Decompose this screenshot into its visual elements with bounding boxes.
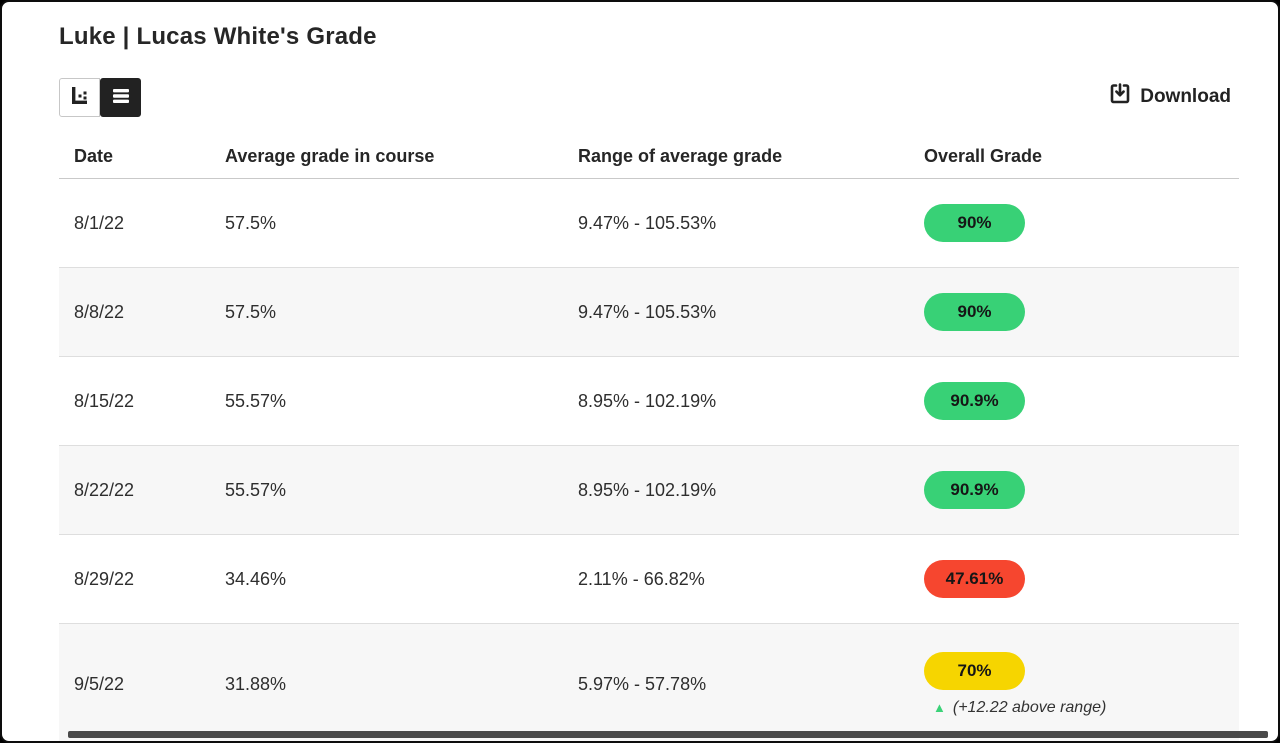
- column-header-overall: Overall Grade: [924, 146, 1043, 166]
- overall-grade-badge: 90.9%: [924, 382, 1025, 420]
- range-cell: 9.47% - 105.53%: [578, 301, 717, 322]
- table-row: 8/1/22 57.5% 9.47% - 105.53% 90%: [59, 179, 1239, 268]
- date-cell: 8/22/22: [74, 479, 135, 500]
- download-label: Download: [1140, 86, 1231, 107]
- table-header: Date Average grade in course Range of av…: [59, 135, 1239, 179]
- overall-grade-badge: 90%: [924, 204, 1025, 242]
- grades-table: Date Average grade in course Range of av…: [59, 135, 1239, 741]
- average-cell: 57.5%: [225, 212, 277, 233]
- average-cell: 57.5%: [225, 301, 277, 322]
- annotation-text: (+12.22 above range): [952, 698, 1107, 716]
- overall-grade-badge: 90%: [924, 293, 1025, 331]
- horizontal-scrollbar[interactable]: [68, 731, 1268, 738]
- date-cell: 8/8/22: [74, 301, 125, 322]
- list-icon: [110, 85, 132, 110]
- column-header-range: Range of average grade: [578, 146, 783, 166]
- column-header-date: Date: [74, 146, 114, 166]
- view-toggle: [59, 78, 141, 117]
- table-row: 8/15/22 55.57% 8.95% - 102.19% 90.9%: [59, 357, 1239, 446]
- range-cell: 8.95% - 102.19%: [578, 390, 717, 411]
- range-cell: 8.95% - 102.19%: [578, 479, 717, 500]
- average-cell: 31.88%: [225, 673, 287, 694]
- table-row: 8/8/22 57.5% 9.47% - 105.53% 90%: [59, 268, 1239, 357]
- date-cell: 8/29/22: [74, 568, 135, 589]
- column-header-average: Average grade in course: [225, 146, 435, 166]
- date-cell: 8/15/22: [74, 390, 135, 411]
- table-row: 8/22/22 55.57% 8.95% - 102.19% 90.9%: [59, 446, 1239, 535]
- range-cell: 9.47% - 105.53%: [578, 212, 717, 233]
- overall-grade-badge: 47.61%: [924, 560, 1025, 598]
- range-cell: 5.97% - 57.78%: [578, 673, 707, 694]
- above-range-annotation: ▲ (+12.22 above range): [924, 699, 1239, 717]
- download-button[interactable]: Download: [1108, 82, 1231, 112]
- average-cell: 34.46%: [225, 568, 287, 589]
- overall-grade-badge: 90.9%: [924, 471, 1025, 509]
- table-row: 8/29/22 34.46% 2.11% - 66.82% 47.61%: [59, 535, 1239, 624]
- up-triangle-icon: ▲: [933, 700, 946, 715]
- average-cell: 55.57%: [225, 479, 287, 500]
- date-cell: 8/1/22: [74, 212, 125, 233]
- page-title: Luke | Lucas White's Grade: [59, 23, 377, 50]
- range-cell: 2.11% - 66.82%: [578, 568, 705, 589]
- download-icon: [1108, 82, 1132, 112]
- scatter-chart-icon: [69, 85, 91, 110]
- overall-grade-badge: 70%: [924, 651, 1025, 690]
- list-view-button[interactable]: [100, 78, 141, 117]
- chart-view-button[interactable]: [59, 78, 100, 117]
- table-row: 9/5/22 31.88% 5.97% - 57.78% 70% ▲ (+12.…: [59, 624, 1239, 741]
- table-body: 8/1/22 57.5% 9.47% - 105.53% 90% 8/8/22 …: [59, 179, 1239, 741]
- average-cell: 55.57%: [225, 390, 287, 411]
- date-cell: 9/5/22: [74, 673, 125, 694]
